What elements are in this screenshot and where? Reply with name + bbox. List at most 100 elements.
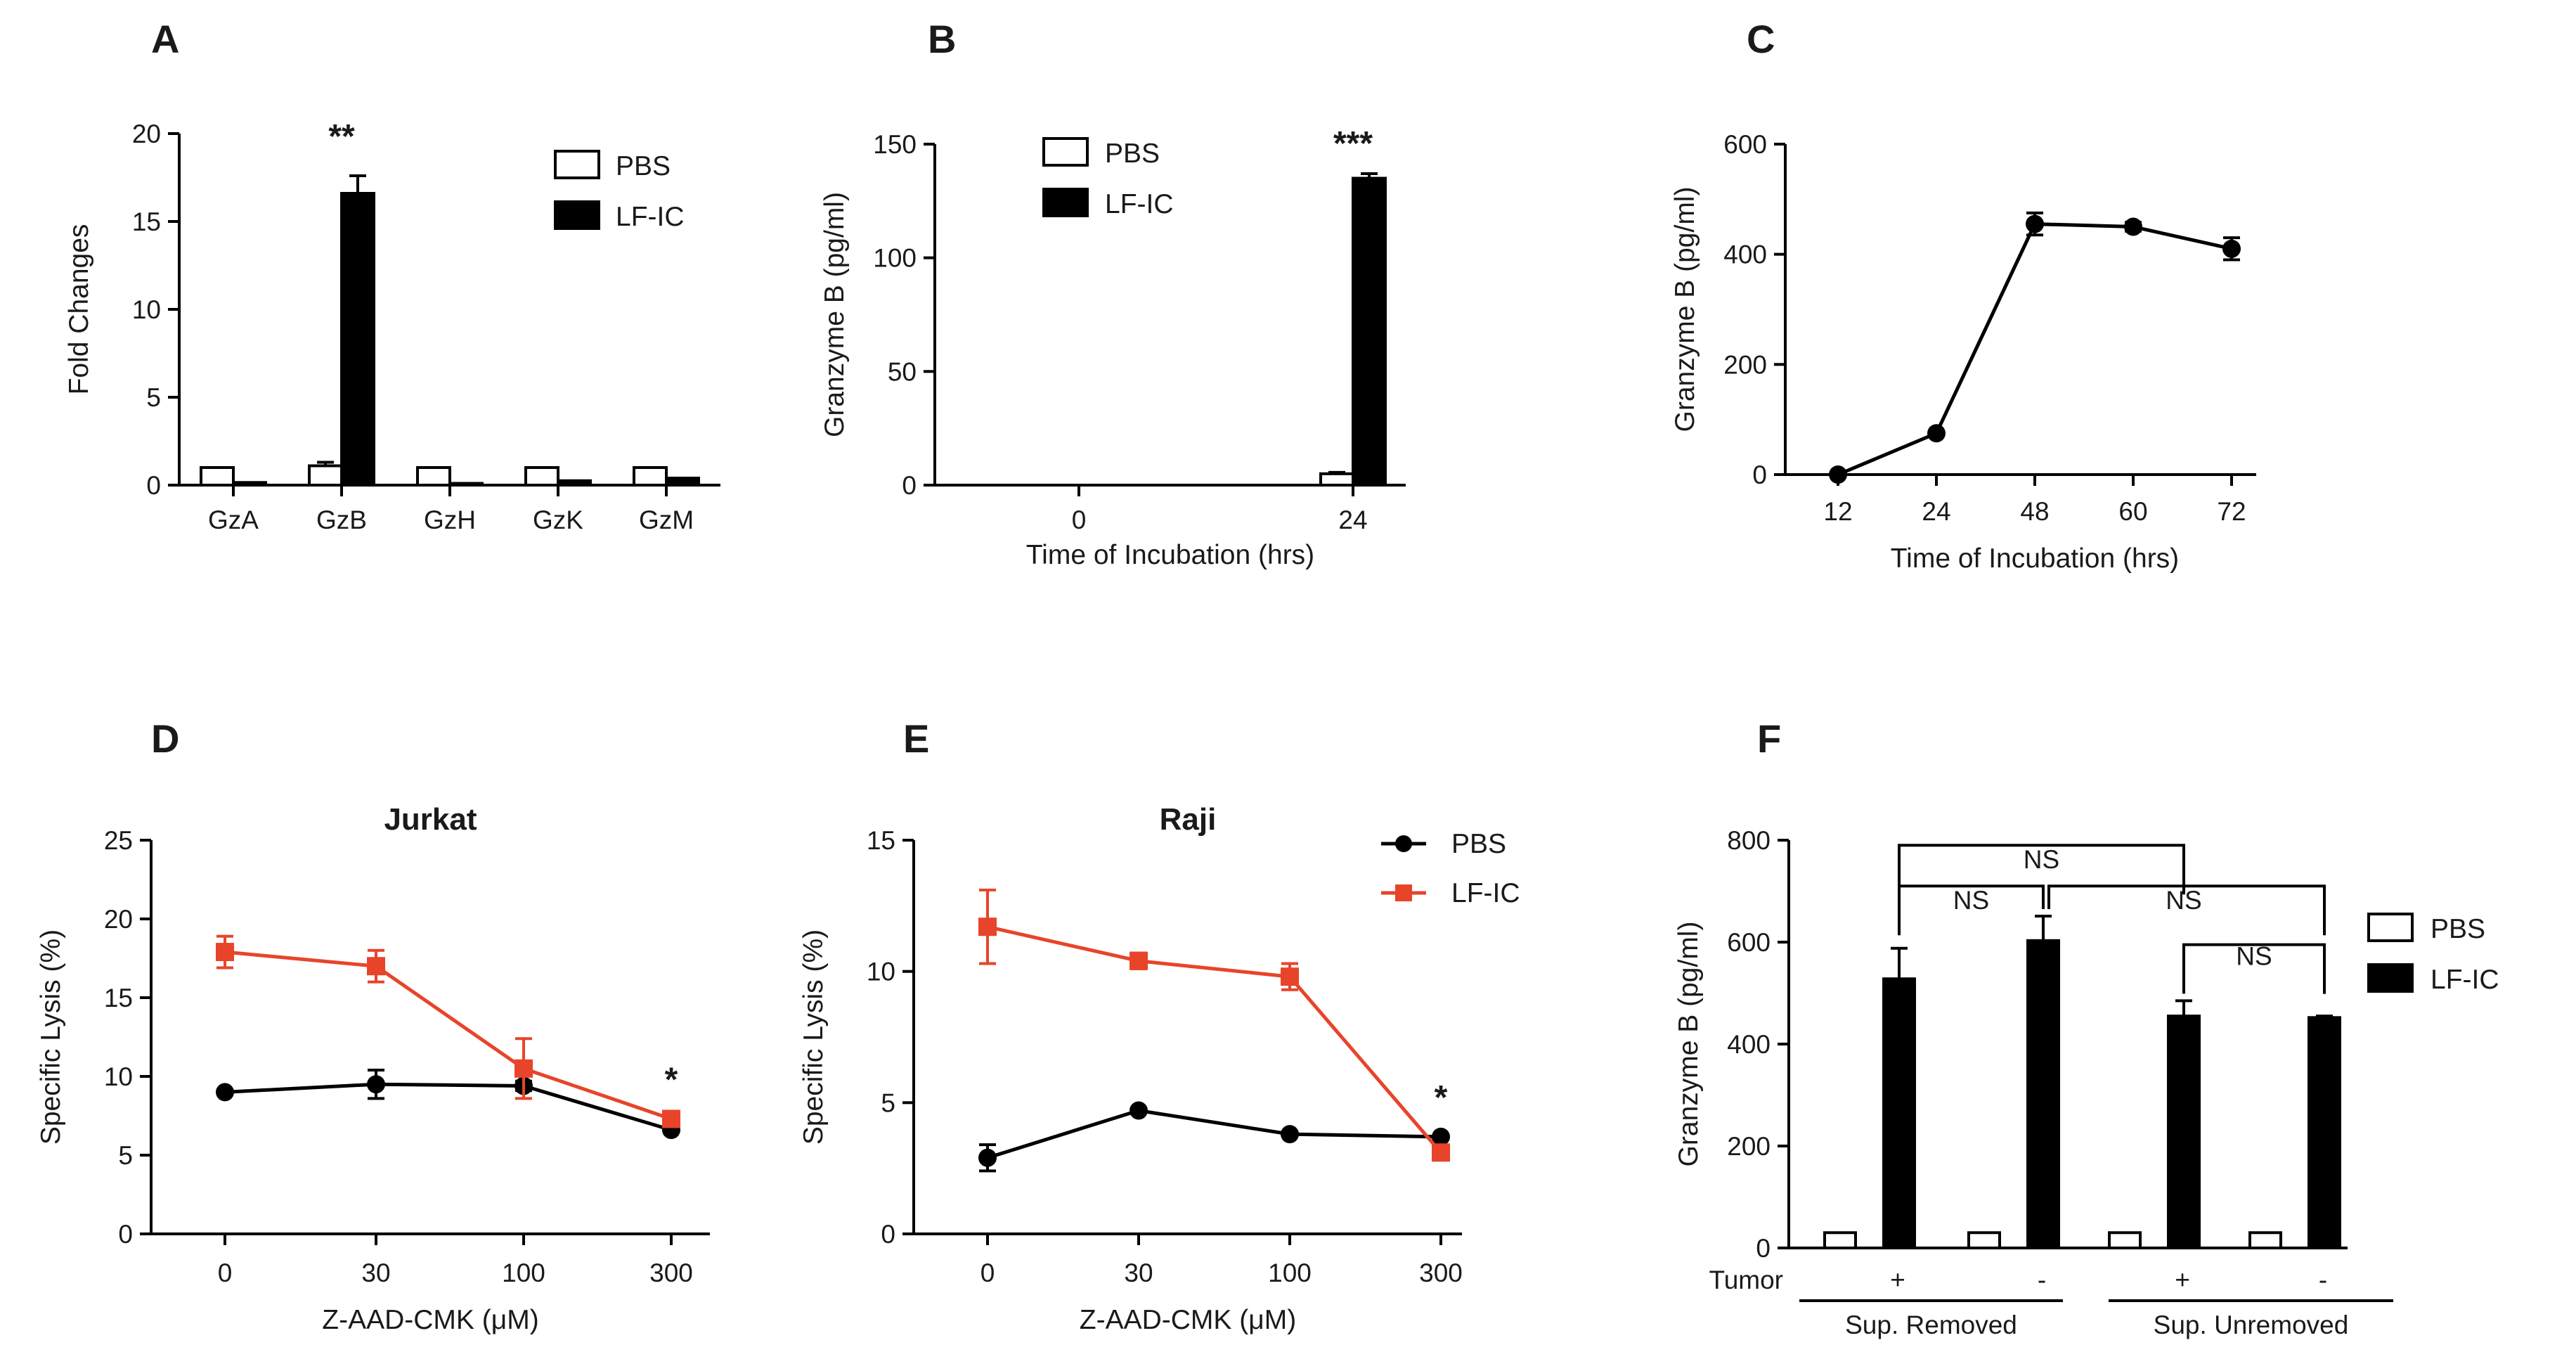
- legend-label: LF-IC: [1105, 189, 1174, 219]
- y-tick-label: 600: [1727, 928, 1771, 957]
- y-tick-label: 200: [1727, 1132, 1771, 1161]
- x-tick-label: 100: [1268, 1259, 1312, 1287]
- legend-label: PBS: [1451, 829, 1506, 859]
- line-pbs: [987, 1108, 1442, 1160]
- bar-lf-ic-3: [2308, 1016, 2341, 1250]
- y-tick-label: 800: [1727, 826, 1771, 855]
- y-axis-label: Specific Lysis (%): [36, 929, 66, 1145]
- x-tick-label: 30: [1124, 1259, 1153, 1287]
- data-point: [2124, 217, 2142, 236]
- line-pbs: [224, 1082, 672, 1132]
- line-lf-ic: [224, 950, 672, 1121]
- bar-lf-ic-2: [2167, 1015, 2201, 1249]
- data-point: [1829, 465, 1847, 484]
- y-tick-label: 5: [881, 1088, 895, 1117]
- significance-marker: *: [1435, 1079, 1448, 1116]
- line-granzyme-b: [1837, 222, 2232, 477]
- x-tick-label: 24: [1922, 497, 1950, 526]
- bar-pbs-1: [1967, 1231, 2001, 1249]
- legend-label: LF-IC: [1451, 878, 1520, 908]
- y-tick-label: 0: [881, 1220, 895, 1249]
- legend-swatch-pbs: [554, 150, 600, 179]
- data-point-pbs: [1281, 1125, 1299, 1144]
- legend-swatch-lf-ic: [554, 200, 600, 230]
- bar-lf-ic-0: [1882, 977, 1916, 1249]
- y-tick-label: 0: [1752, 461, 1767, 489]
- y-axis-label: Granzyme B (pg/ml): [1670, 187, 1700, 432]
- y-tick-label: 20: [104, 905, 133, 934]
- y-tick-label: 10: [867, 958, 895, 986]
- legend-swatch-lf-ic: [2367, 963, 2414, 993]
- bar-lf-ic-gzm: [665, 477, 700, 487]
- data-point-lf-ic: [1281, 967, 1299, 986]
- x-tick-label: 100: [502, 1259, 545, 1287]
- y-tick-label: 15: [132, 207, 161, 236]
- data-point-pbs: [1130, 1101, 1148, 1120]
- x-tick-label: 72: [2217, 497, 2246, 526]
- panel-letter-b: B: [928, 17, 956, 61]
- chart-title: Raji: [1160, 802, 1217, 837]
- y-tick-label: 15: [104, 984, 133, 1012]
- bar-pbs-2: [2108, 1231, 2142, 1249]
- x-tick-label: 0: [218, 1259, 233, 1287]
- legend-label: PBS: [2431, 914, 2485, 944]
- x-axis-label: Time of Incubation (hrs): [1891, 543, 2179, 574]
- panel-letter-e: E: [903, 716, 929, 761]
- y-tick-label: 100: [873, 244, 917, 273]
- panel-letter-a: A: [151, 17, 179, 61]
- y-tick-label: 150: [873, 130, 917, 159]
- group-label: Sup. Unremoved: [2154, 1311, 2349, 1339]
- x-tick-label: GzM: [639, 506, 694, 534]
- x-tick-label: 12: [1823, 497, 1852, 526]
- significance-marker: ***: [1333, 125, 1373, 162]
- legend-swatch-pbs: [1042, 137, 1089, 167]
- y-tick-label: 10: [132, 295, 161, 324]
- line-lf-ic: [987, 925, 1442, 1154]
- y-tick-label: 0: [118, 1220, 133, 1249]
- panel-letter-c: C: [1747, 17, 1775, 61]
- bar-lf-ic-gza: [232, 481, 267, 487]
- y-tick-label: 400: [1723, 240, 1767, 269]
- legend-label: LF-IC: [616, 202, 685, 232]
- bar-pbs-24: [1319, 472, 1354, 487]
- bar-pbs-gzb: [308, 464, 343, 487]
- x-tick-label: 60: [2118, 497, 2147, 526]
- y-axis-label: Specific Lysis (%): [798, 929, 829, 1145]
- data-point-pbs: [216, 1083, 234, 1102]
- bar-pbs-gzm: [633, 466, 668, 487]
- panel-letter-f: F: [1757, 716, 1781, 761]
- significance-bracket: [1898, 844, 2185, 895]
- significance-bracket: [2047, 884, 2326, 936]
- x-tick-label: 300: [1419, 1259, 1463, 1287]
- data-point-lf-ic: [1432, 1143, 1450, 1162]
- y-tick-label: 600: [1723, 130, 1767, 159]
- x-tick-label: GzA: [208, 506, 259, 534]
- y-tick-label: 0: [146, 471, 161, 500]
- y-axis-label: Fold Changes: [64, 224, 94, 395]
- y-tick-label: 200: [1723, 350, 1767, 379]
- legend-label: PBS: [1105, 139, 1160, 169]
- significance-bracket: [1898, 884, 2045, 936]
- data-point-lf-ic: [978, 918, 997, 936]
- x-axis-label: Z-AAD-CMK (μM): [1080, 1305, 1296, 1335]
- y-tick-label: 400: [1727, 1030, 1771, 1059]
- y-tick-label: 0: [902, 471, 917, 500]
- x-tick-label: 48: [2020, 497, 2049, 526]
- x-tick-label: 0: [1072, 506, 1087, 534]
- data-point-lf-ic: [367, 957, 385, 976]
- data-point-lf-ic: [1130, 951, 1148, 970]
- significance-bracket: [2182, 943, 2326, 994]
- x-tick-label: GzK: [533, 506, 583, 534]
- x-tick-label: 30: [361, 1259, 390, 1287]
- legend-label: LF-IC: [2431, 965, 2499, 995]
- y-tick-label: 5: [118, 1141, 133, 1170]
- data-point-lf-ic: [216, 943, 234, 962]
- bar-pbs-gzk: [524, 466, 559, 487]
- x-tick-label: 0: [980, 1259, 995, 1287]
- significance-marker: *: [665, 1061, 678, 1098]
- ns-label: NS: [2166, 886, 2201, 915]
- legend-marker-lf-ic: [1395, 884, 1412, 901]
- data-point: [2026, 214, 2044, 233]
- y-axis-label: Granzyme B (pg/ml): [820, 192, 850, 437]
